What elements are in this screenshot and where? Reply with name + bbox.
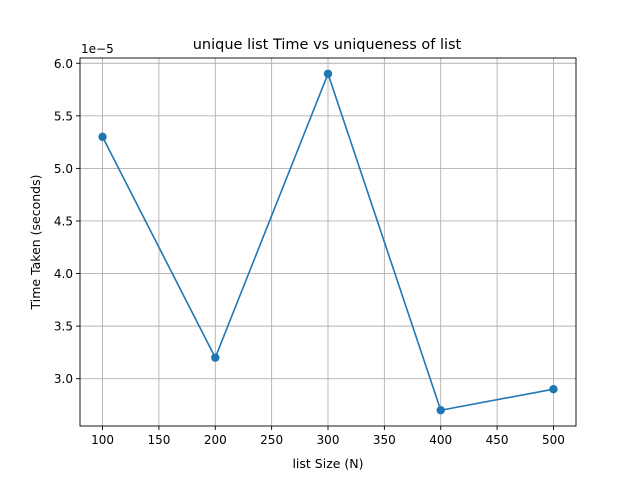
y-tick-label: 5.5 <box>54 109 73 123</box>
y-tick-label: 4.5 <box>54 214 73 228</box>
x-tick-label: 350 <box>373 433 396 447</box>
x-tick-label: 150 <box>147 433 170 447</box>
y-offset-label: 1e−5 <box>81 42 114 56</box>
x-axis-label: list Size (N) <box>292 456 363 471</box>
y-tick-label: 4.0 <box>54 267 73 281</box>
data-point <box>549 385 557 393</box>
x-tick-label: 200 <box>204 433 227 447</box>
y-tick-label: 5.0 <box>54 162 73 176</box>
chart-title: unique list Time vs uniqueness of list <box>193 37 462 53</box>
data-point <box>324 70 332 78</box>
x-tick-label: 300 <box>317 433 340 447</box>
x-tick-label: 400 <box>429 433 452 447</box>
y-tick-label: 6.0 <box>54 57 73 71</box>
data-point <box>98 133 106 141</box>
x-tick-label: 250 <box>260 433 283 447</box>
y-tick-label: 3.0 <box>54 372 73 386</box>
y-axis-label: Time Taken (seconds) <box>28 174 43 310</box>
x-tick-label: 450 <box>486 433 509 447</box>
data-point <box>211 353 219 361</box>
x-tick-label: 100 <box>91 433 114 447</box>
x-tick-label: 500 <box>542 433 565 447</box>
y-tick-label: 3.5 <box>54 320 73 334</box>
data-point <box>437 406 445 414</box>
